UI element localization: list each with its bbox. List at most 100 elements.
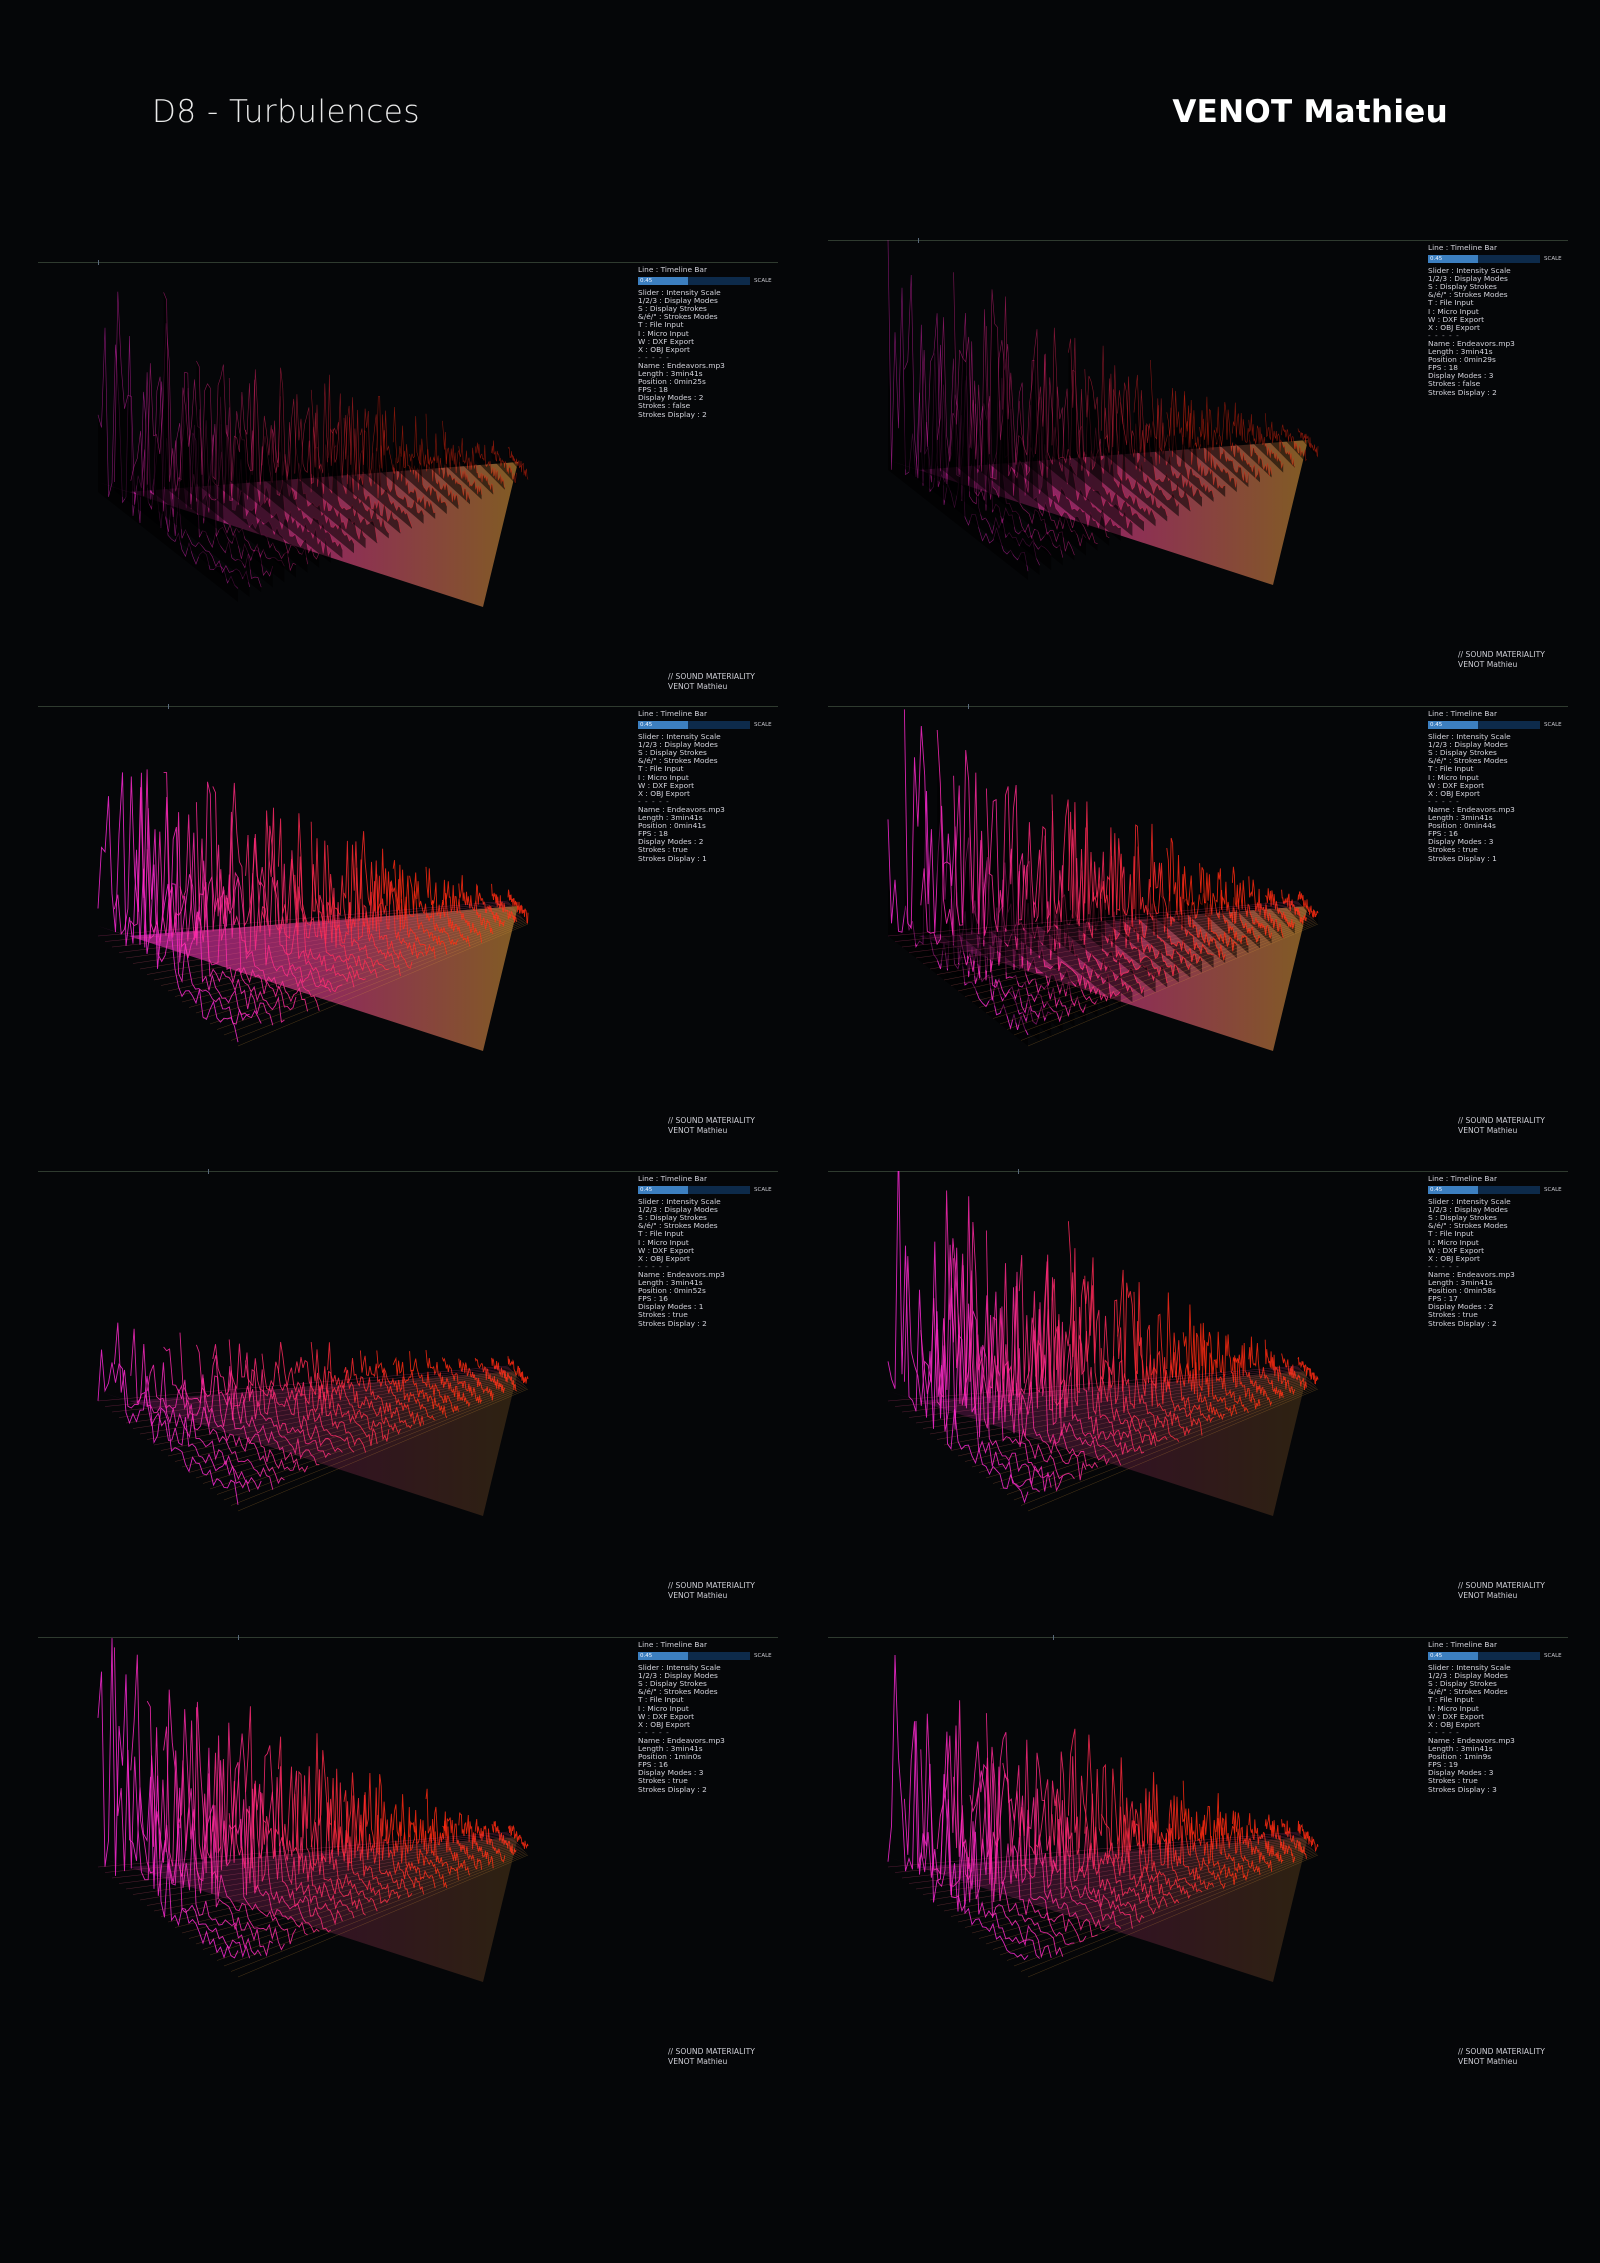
hud-control-hint: W : DXF Export (638, 780, 695, 790)
terrain-ground (888, 1837, 1308, 1982)
timeline-cursor[interactable] (1053, 1635, 1054, 1640)
timeline-cursor[interactable] (168, 704, 169, 709)
hud-control-hint: Slider : Intensity Scale (1428, 1197, 1511, 1207)
slider-track[interactable] (638, 277, 750, 286)
intensity-slider[interactable]: 0.45 SCALE (1428, 255, 1568, 264)
timeline-line[interactable] (38, 1171, 778, 1172)
app-screenshot-panel: Line : Timeline Bar 0.45 SCALE Slider : Int… (38, 1169, 778, 1611)
intensity-slider[interactable]: 0.45 SCALE (1428, 721, 1568, 730)
hud-info-line: Strokes : true (1428, 1310, 1478, 1320)
hud-info-line: Name : Endeavors.mp3 (638, 360, 725, 370)
timeline-cursor[interactable] (968, 704, 969, 709)
terrain-line (491, 1821, 517, 1856)
terrain-line (1100, 1299, 1180, 1442)
terrain-line (310, 1733, 390, 1904)
document-title: D8 - Turbulences (152, 94, 421, 130)
intensity-slider[interactable]: 0.45 SCALE (638, 1186, 778, 1195)
hud-info-line: Name : Endeavors.mp3 (1428, 1735, 1515, 1745)
terrain-line (409, 416, 459, 505)
terrain-grid-line (1027, 1854, 1319, 1978)
credit-author: VENOT Mathieu (668, 1591, 728, 1600)
hud-control-hint: 1/2/3 : Display Modes (638, 296, 718, 306)
hud-info-line: FPS : 16 (638, 1294, 668, 1304)
hud-info-line: Strokes Display : 3 (1428, 1784, 1497, 1794)
slider-track[interactable] (1428, 721, 1540, 730)
terrain-line (1117, 846, 1191, 970)
slider-value: 0.45 (1430, 1187, 1443, 1194)
hud-control-hint: S : Display Strokes (638, 1213, 707, 1223)
slider-track[interactable] (638, 721, 750, 730)
timeline-line[interactable] (828, 1171, 1568, 1172)
terrain-line (491, 883, 517, 923)
terrain-line (97, 1349, 239, 1505)
terrain-grid-line (216, 1851, 526, 1961)
terrain-grid-line (153, 1841, 517, 1912)
terrain-grid-line (950, 911, 1308, 986)
timeline-cursor[interactable] (238, 1635, 239, 1640)
timeline-line[interactable] (38, 706, 778, 707)
terrain-grid-line (985, 1847, 1313, 1945)
terrain-line (228, 1339, 331, 1459)
hud-separator: - - - - - (638, 796, 670, 806)
slider-fill (638, 721, 689, 730)
slider-track[interactable] (1428, 1652, 1540, 1661)
slider-track[interactable] (638, 1186, 750, 1195)
intensity-slider[interactable]: 0.45 SCALE (638, 1652, 778, 1661)
terrain-line (1215, 1331, 1261, 1409)
slider-value: 0.45 (1430, 722, 1443, 729)
terrain-grid-line (181, 1845, 521, 1934)
terrain-grid-line (195, 1847, 523, 1945)
terrain-grid-line (929, 907, 1305, 970)
terrain-line (1215, 1793, 1261, 1876)
timeline-line[interactable] (828, 706, 1568, 707)
timeline-line[interactable] (38, 1637, 778, 1638)
terrain-grid-line (174, 913, 520, 997)
credit-project: // SOUND MATERIALITY (668, 1581, 755, 1590)
terrain-line (261, 1353, 355, 1453)
hud-control-hint: S : Display Strokes (1428, 282, 1497, 292)
terrain-line (953, 1700, 1075, 1945)
terrain-grid-line (901, 1368, 1301, 1413)
slider-track[interactable] (1428, 255, 1540, 264)
slider-track[interactable] (638, 1652, 750, 1661)
terrain-grid-line (999, 1384, 1315, 1490)
timeline-line[interactable] (828, 1637, 1568, 1638)
timeline-cursor[interactable] (208, 1169, 209, 1174)
terrain-ground (98, 1837, 518, 1982)
hud-info-line: Strokes Display : 2 (638, 409, 707, 419)
terrain-line (953, 1196, 1075, 1480)
terrain-line (491, 440, 517, 483)
intensity-slider[interactable]: 0.45 SCALE (1428, 1186, 1568, 1195)
slider-label: SCALE (754, 1653, 772, 1660)
hud-overlay: Line : Timeline Bar 0.45 SCALE Slider : Int… (638, 1174, 778, 1328)
terrain-grid-line (118, 1369, 512, 1418)
hud-overlay: Line : Timeline Bar 0.45 SCALE Slider : Int… (1428, 1640, 1568, 1794)
terrain-line (1264, 1339, 1296, 1396)
timeline-line[interactable] (828, 240, 1568, 241)
intensity-slider[interactable]: 0.45 SCALE (1428, 1652, 1568, 1661)
terrain-line (245, 369, 343, 550)
credit-project: // SOUND MATERIALITY (1458, 1116, 1545, 1125)
credit-project: // SOUND MATERIALITY (1458, 650, 1545, 659)
hud-control-hint: T : File Input (1428, 764, 1474, 774)
hud-info-line: FPS : 17 (1428, 1294, 1458, 1304)
slider-label: SCALE (1544, 722, 1562, 729)
timeline-cursor[interactable] (1018, 1169, 1019, 1174)
terrain-slice (1216, 402, 1260, 483)
slider-track[interactable] (1428, 1186, 1540, 1195)
terrain-grid-line (132, 1837, 514, 1895)
credit-project: // SOUND MATERIALITY (668, 2047, 755, 2056)
timeline-cursor[interactable] (918, 238, 919, 243)
app-screenshot-panel: Line : Timeline Bar 0.45 SCALE Slider : Int… (828, 704, 1568, 1146)
hud-info-line: Display Modes : 2 (638, 393, 704, 403)
timeline-cursor[interactable] (98, 260, 99, 265)
timeline-line[interactable] (38, 262, 778, 263)
terrain-grid-line (1020, 922, 1318, 1041)
terrain-grid-line (908, 1369, 1302, 1418)
terrain-slice (1265, 413, 1295, 468)
terrain-slice (986, 289, 1098, 551)
intensity-slider[interactable]: 0.45 SCALE (638, 277, 778, 286)
hud-info-line: FPS : 18 (638, 829, 668, 839)
document-author: VENOT Mathieu (1172, 94, 1448, 130)
intensity-slider[interactable]: 0.45 SCALE (638, 721, 778, 730)
